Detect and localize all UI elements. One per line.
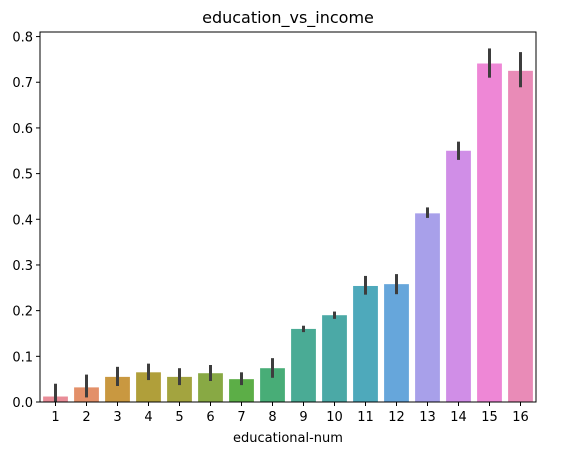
y-tick-label-0.8: 0.8 bbox=[12, 31, 33, 46]
y-tick-label-0.6: 0.6 bbox=[12, 122, 33, 137]
x-tick-label-13: 13 bbox=[419, 410, 436, 425]
error-bars-group bbox=[54, 48, 522, 402]
bar-9 bbox=[291, 328, 316, 402]
bar-11 bbox=[353, 285, 378, 402]
bar-13 bbox=[415, 213, 440, 402]
x-tick-label-4: 4 bbox=[144, 410, 152, 425]
x-axis: 1 2 3 4 5 6 7 8 9 10 11 12 13 14 15 16 bbox=[51, 402, 529, 425]
bar-10 bbox=[322, 315, 347, 402]
y-tick-label-0.2: 0.2 bbox=[12, 305, 33, 320]
x-tick-label-16: 16 bbox=[512, 410, 529, 425]
x-tick-label-3: 3 bbox=[113, 410, 121, 425]
x-tick-label-11: 11 bbox=[357, 410, 374, 425]
x-tick-label-1: 1 bbox=[51, 410, 59, 425]
bar-16 bbox=[508, 70, 533, 403]
bar-14 bbox=[446, 150, 471, 402]
x-tick-label-6: 6 bbox=[206, 410, 214, 425]
x-tick-label-2: 2 bbox=[82, 410, 90, 425]
x-tick-label-8: 8 bbox=[268, 410, 276, 425]
chart-title: education_vs_income bbox=[202, 8, 374, 28]
bars-group bbox=[43, 63, 533, 403]
bar-7 bbox=[229, 379, 254, 402]
y-tick-label-0.4: 0.4 bbox=[12, 213, 33, 228]
y-axis: 0.0 0.1 0.2 0.3 0.4 0.5 0.6 0.7 0.8 bbox=[12, 31, 40, 411]
y-tick-label-0.7: 0.7 bbox=[12, 76, 33, 91]
y-tick-label-0.3: 0.3 bbox=[12, 259, 33, 274]
y-tick-label-0.0: 0.0 bbox=[12, 396, 33, 411]
y-tick-label-0.1: 0.1 bbox=[12, 350, 33, 365]
x-tick-label-7: 7 bbox=[237, 410, 245, 425]
bar-15 bbox=[477, 63, 502, 402]
x-tick-label-9: 9 bbox=[299, 410, 307, 425]
plot-frame bbox=[39, 31, 537, 403]
y-tick-label-0.5: 0.5 bbox=[12, 168, 33, 183]
x-tick-label-12: 12 bbox=[388, 410, 405, 425]
x-tick-label-5: 5 bbox=[175, 410, 183, 425]
x-tick-label-15: 15 bbox=[481, 410, 498, 425]
x-axis-label: educational-num bbox=[233, 431, 343, 446]
x-tick-label-10: 10 bbox=[326, 410, 343, 425]
bar-12 bbox=[384, 284, 409, 402]
x-tick-label-14: 14 bbox=[450, 410, 467, 425]
